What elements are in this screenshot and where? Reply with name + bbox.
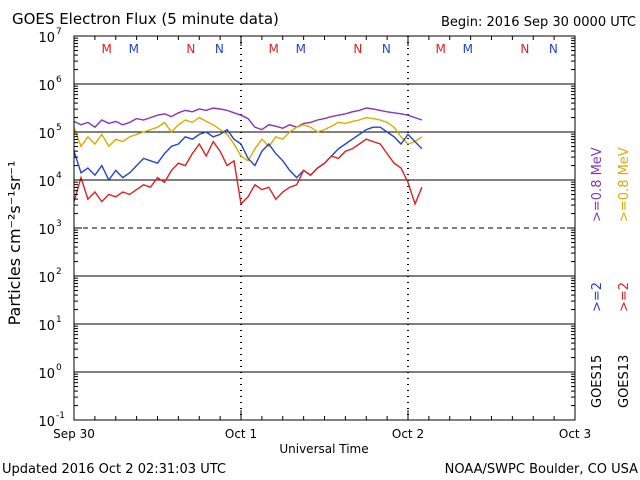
y-tick-label: 10 [38, 415, 55, 430]
series-line [73, 116, 423, 162]
series-lines [73, 107, 423, 207]
legend-satellite-goes13: GOES13 [617, 355, 632, 408]
y-tick-label: 10 [38, 223, 55, 238]
legend-satellite-goes15: GOES15 [590, 355, 605, 408]
x-tick-label: Oct 3 [559, 427, 591, 441]
chart-title: GOES Electron Flux (5 minute data) [12, 10, 279, 28]
y-tick-label: 10 [38, 319, 55, 334]
y-tick-exponent: -1 [56, 411, 65, 421]
satellite-marker: M [296, 42, 306, 56]
y-axis-ticks [74, 35, 575, 421]
y-tick-exponent: 0 [56, 363, 62, 373]
y-tick-label: 10 [38, 31, 55, 46]
satellite-marker: M [102, 42, 112, 56]
x-axis-label: Universal Time [279, 442, 368, 456]
x-axis-ticks: Sep 30 Oct 1 Oct 2 Oct 3 [53, 36, 591, 441]
y-tick-exponent: 3 [56, 219, 62, 229]
legend-energy-goes13-low: >=0.8 MeV [617, 147, 632, 222]
satellite-marker: M [269, 42, 279, 56]
y-tick-label: 10 [38, 367, 55, 382]
x-tick-label: Oct 1 [225, 427, 257, 441]
y-tick-exponent: 2 [56, 267, 62, 277]
y-tick-exponent: 4 [56, 171, 62, 181]
y-tick-label: 10 [38, 271, 55, 286]
legend-energy-goes15-high: >=2 [590, 282, 605, 312]
y-tick-exponent: 6 [56, 75, 62, 85]
satellite-marker: M [463, 42, 473, 56]
satellite-marker: N [215, 42, 224, 56]
y-tick-exponent: 7 [56, 27, 62, 37]
credit-label: NOAA/SWPC Boulder, CO USA [445, 462, 638, 477]
y-tick-exponent: 5 [56, 123, 62, 133]
series-line [73, 126, 423, 182]
satellite-marker: N [382, 42, 391, 56]
satellite-marker: M [129, 42, 139, 56]
y-tick-label: 10 [38, 127, 55, 142]
x-tick-label: Sep 30 [53, 427, 95, 441]
satellite-marker: N [186, 42, 195, 56]
legend-energy-goes15-low: >=0.8 MeV [590, 147, 605, 222]
satellite-marker: N [549, 42, 558, 56]
x-tick-label: Oct 2 [392, 427, 424, 441]
series-line [73, 138, 423, 207]
legend: >=0.8 MeV >=0.8 MeV >=2 >=2 GOES15 GOES13 [590, 147, 632, 408]
y-tick-label: 10 [38, 175, 55, 190]
y-tick-label: 10 [38, 79, 55, 94]
midnight-markers [240, 36, 409, 420]
satellite-marker: N [353, 42, 362, 56]
series-line [73, 107, 423, 131]
satellite-marker: N [520, 42, 529, 56]
begin-label: Begin: 2016 Sep 30 0000 UTC [441, 15, 636, 30]
y-axis-label: Particles cm⁻²s⁻¹sr⁻¹ [5, 161, 24, 326]
updated-label: Updated 2016 Oct 2 02:31:03 UTC [2, 462, 226, 477]
y-tick-exponent: 1 [56, 315, 62, 325]
grid-lines [74, 83, 575, 373]
satellite-marker: M [436, 42, 446, 56]
legend-energy-goes13-high: >=2 [617, 282, 632, 312]
